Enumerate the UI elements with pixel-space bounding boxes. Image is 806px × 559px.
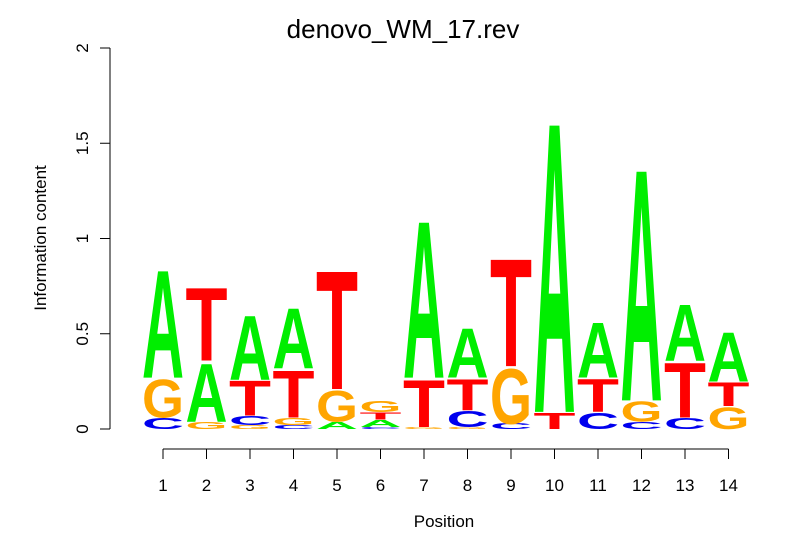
x-tick-label: 2 (202, 476, 211, 495)
x-tick-label: 3 (245, 476, 254, 495)
logo-letter-A: A (229, 298, 271, 399)
logo-letter-T: T (229, 371, 271, 427)
logo-letter-A: A (577, 306, 619, 395)
logo-letter-C: C (229, 413, 271, 428)
logo-letter-T: T (186, 266, 228, 383)
x-tick-label: 7 (419, 476, 428, 495)
logo-letter-T: T (403, 366, 445, 442)
x-tick-label: 13 (676, 476, 695, 495)
x-axis-label: Position (414, 512, 474, 531)
x-axis: 1 2 3 4 5 6 7 8 9 10 11 12 13 14 (158, 448, 738, 495)
chart-title: denovo_WM_17.rev (287, 14, 520, 44)
logo-letter-G: G (403, 427, 445, 430)
logo-letter-T: T (447, 371, 489, 420)
logo-letter-A: A (273, 289, 315, 386)
logo-letter-A: A (708, 317, 750, 397)
logo-letter-G: G (490, 353, 532, 440)
y-axis: 0 0.5 1 1.5 2 (73, 43, 111, 434)
x-tick-label: 1 (158, 476, 167, 495)
logo-letter-A: A (360, 418, 402, 430)
logo-letter-C: C (273, 424, 315, 430)
logo-letter-C: C (664, 415, 706, 433)
x-tick-label: 14 (719, 476, 738, 495)
x-tick-label: 10 (545, 476, 564, 495)
logo-letter-C: C (577, 408, 619, 434)
logo-letter-G: G (708, 401, 750, 436)
logo-letter-G: G (447, 427, 489, 430)
x-tick-label: 5 (332, 476, 341, 495)
logo-letter-C: C (142, 415, 184, 433)
logo-letter-A: A (403, 174, 445, 426)
x-tick-label: 4 (289, 476, 298, 495)
logo-letter-T: T (490, 228, 532, 400)
logo-letter-G: G (316, 382, 358, 431)
y-tick-label: 1.5 (73, 131, 92, 155)
logo-letter-G: G (229, 424, 271, 430)
x-tick-label: 12 (632, 476, 651, 495)
logo-letter-A: A (447, 313, 489, 393)
logo-letter-G: G (142, 368, 184, 430)
y-axis-label: Information content (31, 165, 50, 311)
logo-letter-G: G (360, 398, 402, 415)
logo-letter-G: G (273, 416, 315, 428)
logo-letter-A: A (186, 347, 228, 440)
logo-letter-T: T (273, 357, 315, 433)
logo-letter-T: T (360, 410, 402, 422)
logo-letter-T: T (534, 407, 576, 434)
logo-letter-T: T (577, 370, 619, 422)
logo-letter-G: G (621, 396, 663, 428)
logo-letter-A: A (142, 237, 184, 410)
logo-letter-A: A (534, 35, 576, 500)
y-tick-label: 2 (73, 43, 92, 52)
x-tick-label: 6 (376, 476, 385, 495)
logo-letter-A: A (316, 419, 358, 431)
y-tick-label: 0.5 (73, 322, 92, 346)
logo-letter-C: C (621, 419, 663, 431)
logo-letter-A: A (664, 287, 706, 378)
logo-letter-T: T (664, 346, 706, 434)
logo-letter-C: C (490, 422, 532, 431)
logo-letter-G: G (186, 420, 228, 432)
x-tick-label: 11 (589, 476, 607, 495)
x-tick-label: 9 (506, 476, 515, 495)
logo-letter-T: T (316, 237, 358, 426)
logo-letter-C: C (447, 406, 489, 432)
logo-letter-A: A (621, 100, 663, 472)
y-tick-label: 0 (73, 424, 92, 433)
y-tick-label: 1 (73, 234, 92, 243)
x-tick-label: 8 (463, 476, 472, 495)
logo-letter-T: T (708, 376, 750, 414)
logo-letter-C: C (360, 427, 402, 430)
